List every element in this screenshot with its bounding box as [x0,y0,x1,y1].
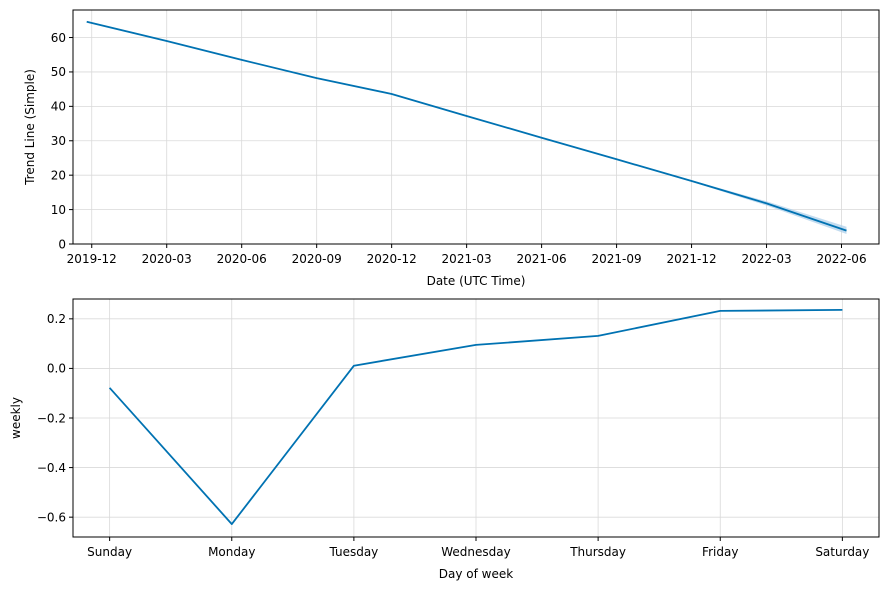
weekly-x-tick-label: Friday [702,545,738,559]
trend-x-tick-label: 2022-06 [816,252,866,266]
trend-x-tick-label: 2021-03 [442,252,492,266]
trend-y-tick-label: 60 [51,31,66,45]
weekly-grid [73,299,879,537]
trend-y-tick-label: 10 [51,203,66,217]
weekly-x-tick-label: Sunday [87,545,132,559]
weekly-line [108,309,843,525]
weekly-x-tick-label: Thursday [569,545,626,559]
trend-x-axis-label: Date (UTC Time) [427,274,526,288]
weekly-chart: Sunday Monday Tuesday Wednesday Thursday Frid… [9,298,880,581]
weekly-y-tick-label: −0.6 [37,510,66,524]
trend-grid [73,10,879,245]
weekly-y-axis-label: weekly [9,397,23,439]
trend-chart: 2019-12 2020-03 2020-06 2020-09 2020-12 2021-… [23,9,880,288]
trend-y-tick-label: 50 [51,65,66,79]
weekly-y-tick-label: −0.2 [37,411,66,425]
weekly-x-tick-label: Saturday [815,545,869,559]
weekly-y-tick-label: −0.4 [37,461,66,475]
trend-ticks: 2019-12 2020-03 2020-06 2020-09 2020-12 2021-… [51,31,867,266]
weekly-x-tick-label: Monday [208,545,255,559]
weekly-ticks: Sunday Monday Tuesday Wednesday Thursday Frid… [37,312,870,559]
trend-y-tick-label: 20 [51,168,66,182]
trend-x-tick-label: 2021-09 [592,252,642,266]
trend-y-axis-label: Trend Line (Simple) [23,69,37,186]
trend-x-tick-label: 2020-09 [292,252,342,266]
trend-axes-frame [72,9,880,245]
trend-x-tick-label: 2019-12 [67,252,117,266]
trend-y-tick-label: 40 [51,100,66,114]
trend-x-tick-label: 2020-06 [217,252,267,266]
trend-x-tick-label: 2020-03 [142,252,192,266]
trend-y-tick-label: 30 [51,134,66,148]
weekly-y-tick-label: 0.0 [47,362,66,376]
weekly-x-axis-label: Day of week [439,567,513,581]
trend-line [86,20,847,232]
trend-x-tick-label: 2020-12 [367,252,417,266]
trend-x-tick-label: 2022-03 [741,252,791,266]
trend-y-tick-label: 0 [58,237,66,251]
weekly-x-tick-label: Wednesday [441,545,510,559]
weekly-y-tick-label: 0.2 [47,312,66,326]
trend-x-tick-label: 2021-12 [666,252,716,266]
trend-x-tick-label: 2021-06 [517,252,567,266]
weekly-x-tick-label: Tuesday [328,545,378,559]
